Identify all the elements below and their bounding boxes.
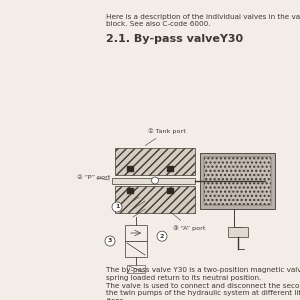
Bar [228, 226, 248, 236]
Bar [204, 157, 271, 205]
Circle shape [152, 177, 158, 184]
Text: The by-pass valve Y30 is a two-position magnetic valve with
spring loaded return: The by-pass valve Y30 is a two-position … [106, 267, 300, 300]
Bar [127, 188, 134, 194]
Text: 2.1. By-pass valveY30: 2.1. By-pass valveY30 [106, 34, 244, 44]
Bar [127, 166, 134, 172]
Bar [200, 152, 275, 208]
Bar [125, 225, 147, 241]
Bar [112, 178, 195, 184]
Text: 3: 3 [108, 238, 112, 244]
Bar [115, 148, 195, 175]
Bar [125, 241, 147, 257]
Bar [127, 265, 145, 273]
Circle shape [112, 202, 122, 212]
Bar [167, 166, 174, 172]
Circle shape [157, 231, 167, 241]
Text: Here is a description of the individual valves in the valve
block. See also C-co: Here is a description of the individual … [106, 14, 300, 28]
Text: 1: 1 [115, 205, 119, 209]
Bar [115, 186, 195, 213]
Text: 2: 2 [160, 234, 164, 239]
Text: ② “P” port: ② “P” port [77, 175, 110, 180]
Text: ③ “A” port: ③ “A” port [172, 213, 206, 231]
Bar [167, 188, 174, 194]
Text: ① Tank port: ① Tank port [145, 128, 186, 146]
Circle shape [105, 236, 115, 246]
